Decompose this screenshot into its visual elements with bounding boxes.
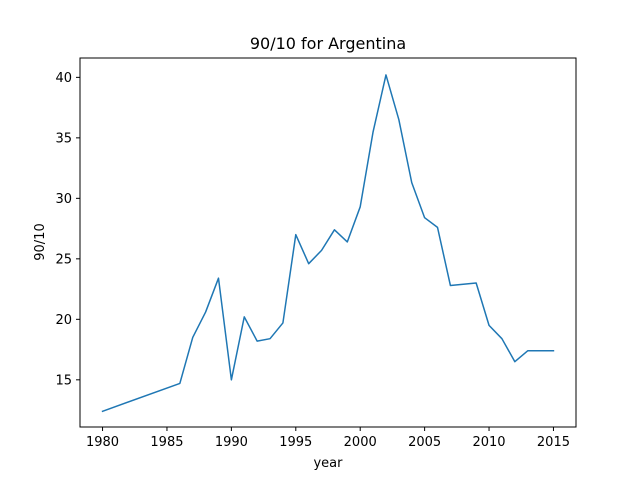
y-tick-label: 25 [55, 252, 72, 267]
x-tick-label: 2005 [408, 435, 441, 450]
y-tick-label: 15 [55, 373, 72, 388]
y-axis-label: 90/10 [33, 223, 48, 260]
y-tick-label: 40 [55, 71, 72, 86]
x-tick-label: 2010 [472, 435, 505, 450]
x-tick-label: 1980 [86, 435, 119, 450]
x-tick-label: 2000 [344, 435, 377, 450]
chart-title: 90/10 for Argentina [250, 34, 406, 53]
x-tick-label: 1985 [150, 435, 183, 450]
y-tick-label: 30 [55, 192, 72, 207]
x-tick-label: 1990 [215, 435, 248, 450]
x-tick-label: 1995 [279, 435, 312, 450]
y-tick-label: 20 [55, 313, 72, 328]
x-tick-label: 2015 [537, 435, 570, 450]
y-tick-label: 35 [55, 131, 72, 146]
x-axis-label: year [313, 456, 343, 471]
